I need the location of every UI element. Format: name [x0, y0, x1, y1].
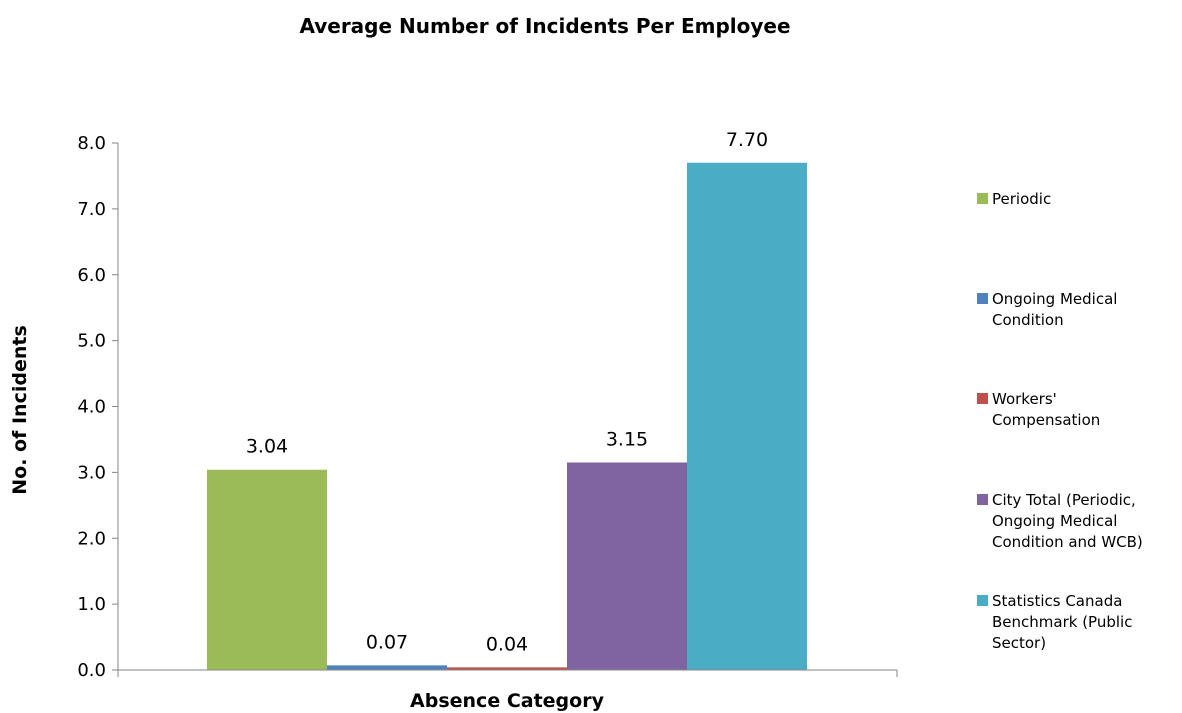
y-tick-label: 6.0 [77, 265, 106, 286]
y-tick-label: 1.0 [77, 594, 106, 615]
y-tick-label: 8.0 [77, 133, 106, 154]
data-labels: 3.04 0.07 0.04 3.15 7.70 [246, 129, 768, 656]
legend-swatch [977, 494, 988, 505]
legend-label: Periodic [992, 190, 1051, 208]
chart-title: Average Number of Incidents Per Employee [299, 14, 790, 38]
data-label: 0.04 [486, 633, 528, 655]
bar [207, 469, 327, 670]
legend-label: Ongoing Medical [992, 512, 1117, 530]
x-axis-title: Absence Category [410, 690, 605, 712]
data-label: 3.04 [246, 436, 288, 458]
y-tick-label: 4.0 [77, 397, 106, 418]
legend-label: City Total (Periodic, [992, 491, 1136, 509]
legend-label: Workers' [992, 390, 1057, 408]
bars [207, 162, 807, 670]
data-label: 3.15 [606, 428, 648, 450]
legend-swatch [977, 293, 988, 304]
y-axis-title: No. of Incidents [9, 325, 31, 495]
y-tick-label: 2.0 [77, 528, 106, 549]
legend-label: Ongoing Medical [992, 290, 1117, 308]
legend-label: Condition and WCB) [992, 533, 1143, 551]
bar [567, 462, 687, 670]
legend-label: Condition [992, 311, 1064, 329]
legend-label: Statistics Canada [992, 592, 1122, 610]
y-tick-label: 0.0 [77, 660, 106, 681]
data-label: 7.70 [726, 129, 768, 151]
legend-swatch [977, 393, 988, 404]
legend-label: Compensation [992, 411, 1100, 429]
legend-swatch [977, 595, 988, 606]
y-tick-label: 3.0 [77, 462, 106, 483]
legend: Periodic Ongoing Medical Condition Workers'… [977, 190, 1143, 652]
bar [447, 667, 567, 670]
y-tick-label: 5.0 [77, 331, 106, 352]
legend-label: Sector) [992, 634, 1046, 652]
legend-label: Benchmark (Public [992, 613, 1132, 631]
bar [687, 162, 807, 670]
y-axis: 0.0 1.0 2.0 3.0 4.0 5.0 6.0 7.0 8.0 [77, 133, 898, 681]
legend-swatch [977, 193, 988, 204]
bar [327, 665, 447, 670]
y-tick-label: 7.0 [77, 199, 106, 220]
data-label: 0.07 [366, 631, 408, 653]
